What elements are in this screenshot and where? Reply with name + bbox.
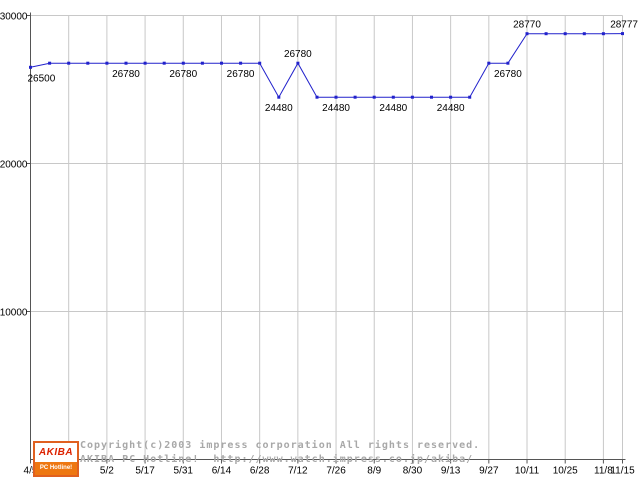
data-point-marker (296, 61, 300, 65)
data-point-marker (67, 61, 71, 65)
y-tick-label: 30000 (0, 12, 28, 23)
data-point-marker (563, 32, 567, 36)
value-annotation: 26780 (494, 69, 522, 80)
data-point-marker (334, 95, 338, 99)
value-annotation: 24480 (437, 103, 465, 114)
data-point-marker (582, 32, 586, 36)
x-tick-label: 11/8 (594, 466, 613, 477)
x-tick-label: 6/28 (250, 466, 270, 477)
data-point-marker (29, 65, 32, 69)
data-point-marker (86, 61, 90, 65)
value-annotation: 26500 (28, 73, 56, 84)
x-tick-label: 5/17 (135, 466, 155, 477)
data-point-marker (544, 32, 548, 36)
x-tick-label: 6/14 (212, 466, 232, 477)
data-point-marker (601, 32, 605, 36)
y-tick-label: 20000 (0, 160, 28, 171)
x-tick-label: 8/9 (367, 466, 381, 477)
value-annotation: 24480 (322, 103, 350, 114)
x-tick-label: 7/26 (326, 466, 346, 477)
data-point-marker (200, 61, 204, 65)
price-line (30, 33, 623, 99)
data-point-marker (430, 95, 433, 99)
data-point-marker (277, 95, 281, 99)
value-annotation: 24480 (379, 103, 407, 114)
data-point-marker (162, 61, 166, 65)
value-annotation: 28770 (513, 20, 541, 31)
data-point-marker (181, 61, 185, 65)
data-point-marker (48, 61, 52, 65)
value-annotation: 26780 (169, 69, 197, 80)
data-point-marker (124, 61, 128, 65)
logo-pchotline-text: PC Hotline! (35, 462, 77, 475)
x-tick-label: 8/30 (403, 466, 423, 477)
data-point-marker (449, 95, 453, 99)
data-point-marker (391, 95, 395, 99)
data-point-marker (506, 61, 510, 65)
data-point-marker (525, 32, 529, 36)
value-annotation: 24480 (265, 103, 293, 114)
data-point-marker (315, 95, 319, 99)
x-tick-label: 9/13 (441, 466, 461, 477)
value-annotation: 26780 (112, 69, 140, 80)
data-point-marker (105, 61, 109, 65)
x-tick-label: 10/11 (515, 466, 540, 477)
data-point-marker (143, 61, 147, 65)
akiba-pc-hotline-logo: AKIBA PC Hotline! (33, 441, 79, 477)
data-point-marker (258, 61, 262, 65)
data-point-marker (353, 95, 357, 99)
site-url-line: AKIBA PC Hotline! http://www.watch.impre… (80, 454, 474, 465)
logo-akiba-text: AKIBA (38, 447, 74, 458)
y-tick-label: 10000 (0, 308, 28, 319)
x-tick-label: 7/12 (288, 466, 308, 477)
data-point-marker (410, 95, 414, 99)
value-annotation: 26780 (284, 49, 312, 60)
data-point-marker (220, 61, 223, 65)
copyright-line: Copyright(c)2003 impress corporation All… (80, 440, 481, 451)
data-point-marker (239, 61, 243, 65)
data-point-marker (468, 95, 472, 99)
x-tick-label: 5/31 (174, 466, 194, 477)
data-point-marker (372, 95, 376, 99)
value-annotation: 28777 (610, 20, 638, 31)
x-tick-label: 5/2 (100, 466, 114, 477)
x-tick-label: 4/5 (24, 466, 38, 477)
x-tick-label: 11/15 (610, 466, 635, 477)
x-tick-label: 9/27 (479, 466, 499, 477)
data-point-marker (487, 61, 491, 65)
x-tick-label: 10/25 (553, 466, 578, 477)
value-annotation: 26780 (227, 69, 255, 80)
data-point-marker (621, 32, 624, 36)
